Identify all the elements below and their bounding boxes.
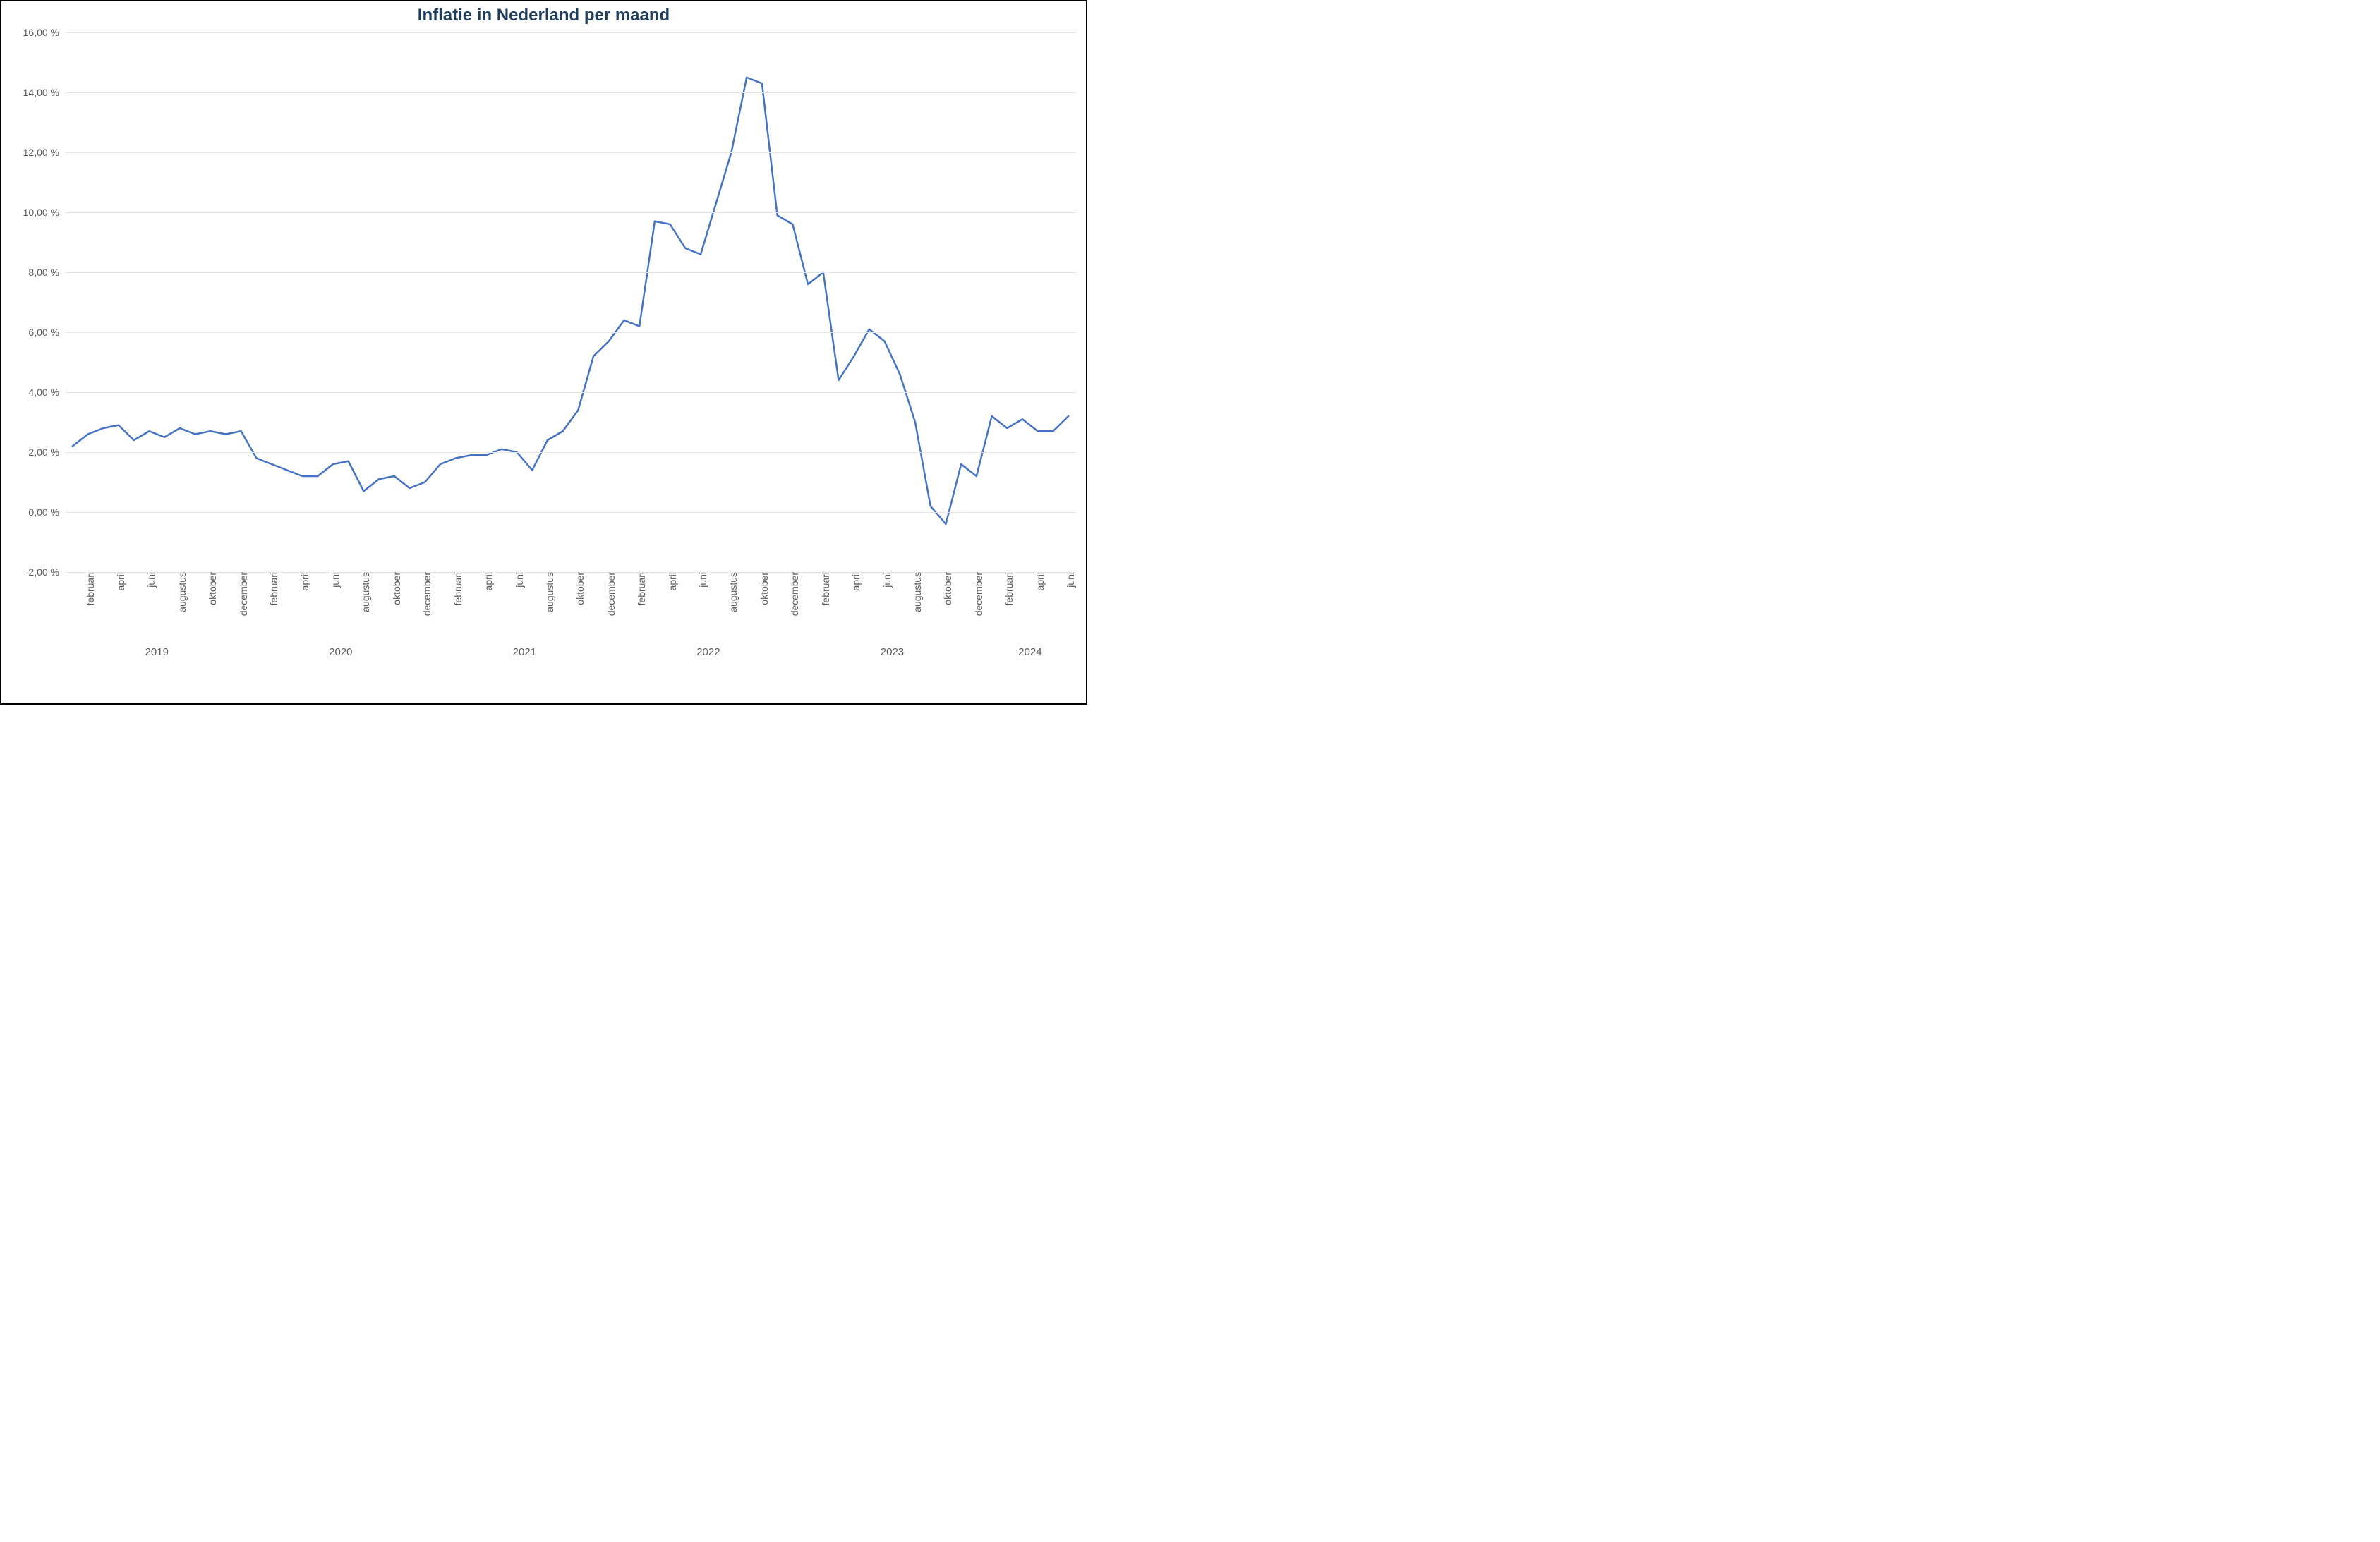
- y-tick-label: 4,00 %: [28, 387, 65, 398]
- x-tick-label: juni: [325, 572, 341, 588]
- y-gridline: [65, 212, 1076, 213]
- y-tick-label: 12,00 %: [23, 147, 65, 158]
- x-tick-label: augustus: [356, 572, 371, 612]
- x-tick-label: juni: [141, 572, 157, 588]
- y-gridline: [65, 92, 1076, 93]
- x-tick-label: april: [295, 572, 310, 590]
- x-tick-label: december: [785, 572, 800, 616]
- x-tick-label: februari: [632, 572, 647, 605]
- x-tick-label: december: [601, 572, 617, 616]
- y-gridline: [65, 152, 1076, 153]
- x-year-label: 2022: [696, 646, 720, 658]
- x-year-label: 2023: [881, 646, 904, 658]
- y-tick-label: 16,00 %: [23, 27, 65, 38]
- y-gridline: [65, 392, 1076, 393]
- y-gridline: [65, 332, 1076, 333]
- x-tick-label: december: [969, 572, 984, 616]
- x-tick-label: oktober: [387, 572, 402, 605]
- chart-frame: Inflatie in Nederland per maand -2,00 %0…: [0, 0, 1087, 705]
- x-tick-label: april: [663, 572, 678, 590]
- x-year-label: 2020: [329, 646, 352, 658]
- x-tick-label: augustus: [172, 572, 188, 612]
- x-tick-label: oktober: [938, 572, 953, 605]
- y-tick-label: 6,00 %: [28, 327, 65, 338]
- x-tick-label: oktober: [570, 572, 586, 605]
- x-tick-label: april: [111, 572, 126, 590]
- x-tick-label: februari: [999, 572, 1015, 605]
- x-tick-label: april: [478, 572, 494, 590]
- x-tick-label: december: [417, 572, 433, 616]
- x-tick-label: oktober: [754, 572, 770, 605]
- x-tick-label: oktober: [203, 572, 218, 605]
- y-tick-label: 14,00 %: [23, 87, 65, 98]
- line-series-svg: [65, 32, 1076, 572]
- y-tick-label: 10,00 %: [23, 207, 65, 218]
- x-tick-label: juni: [509, 572, 525, 588]
- x-tick-label: augustus: [723, 572, 739, 612]
- y-tick-label: -2,00 %: [25, 566, 65, 578]
- y-gridline: [65, 512, 1076, 513]
- y-gridline: [65, 272, 1076, 273]
- y-tick-label: 8,00 %: [28, 267, 65, 278]
- inflation-line: [73, 78, 1068, 524]
- y-tick-label: 2,00 %: [28, 447, 65, 458]
- x-tick-label: februari: [264, 572, 279, 605]
- x-tick-label: juni: [877, 572, 893, 588]
- y-gridline: [65, 32, 1076, 33]
- x-tick-label: april: [846, 572, 862, 590]
- x-year-label: 2019: [145, 646, 169, 658]
- x-tick-label: augustus: [540, 572, 555, 612]
- x-tick-label: juni: [1061, 572, 1076, 588]
- x-year-label: 2024: [1018, 646, 1041, 658]
- y-tick-label: 0,00 %: [28, 506, 65, 518]
- x-tick-label: juni: [693, 572, 708, 588]
- x-tick-label: februari: [448, 572, 464, 605]
- x-tick-label: februari: [80, 572, 96, 605]
- y-gridline: [65, 452, 1076, 453]
- x-year-label: 2021: [513, 646, 536, 658]
- x-tick-label: december: [234, 572, 249, 616]
- x-tick-label: februari: [816, 572, 831, 605]
- plot-area: -2,00 %0,00 %2,00 %4,00 %6,00 %8,00 %10,…: [65, 32, 1076, 572]
- x-tick-label: augustus: [907, 572, 923, 612]
- chart-title: Inflatie in Nederland per maand: [1, 6, 1086, 25]
- x-tick-label: april: [1030, 572, 1046, 590]
